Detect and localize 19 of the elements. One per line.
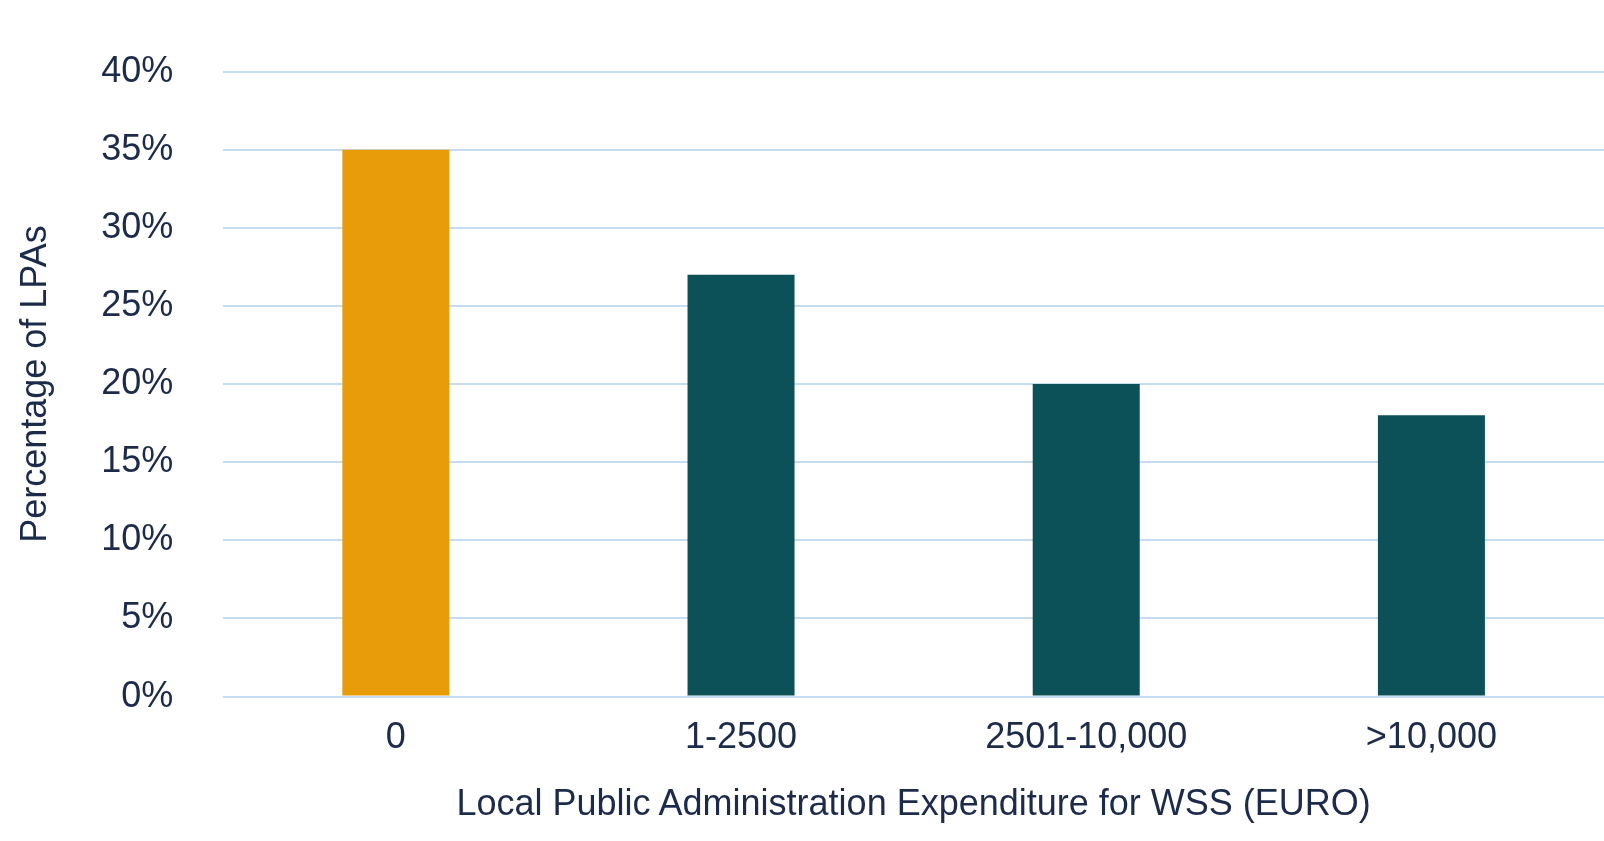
y-tick-label: 25% — [101, 282, 174, 324]
x-tick-label: 2501-10,000 — [985, 715, 1188, 757]
bar — [687, 274, 795, 696]
y-tick-label: 5% — [121, 595, 174, 637]
y-tick-label: 15% — [101, 439, 174, 481]
x-tick-label: 1-2500 — [684, 715, 798, 757]
x-tick-label: 0 — [385, 715, 406, 757]
y-tick-label: 30% — [101, 204, 174, 246]
y-tick-label: 10% — [101, 517, 174, 559]
bar — [1377, 415, 1485, 696]
y-tick-label: 40% — [101, 48, 174, 90]
y-tick-label: 20% — [101, 361, 174, 403]
bar — [342, 149, 450, 696]
y-axis-title: Percentage of LPAs — [12, 225, 54, 543]
y-tick-label: 0% — [121, 673, 174, 715]
y-tick-label: 35% — [101, 126, 174, 168]
bar — [1032, 384, 1140, 696]
x-tick-label: >10,000 — [1365, 715, 1497, 757]
x-axis-title: Local Public Administration Expenditure for WSS (EURO) — [456, 782, 1371, 824]
